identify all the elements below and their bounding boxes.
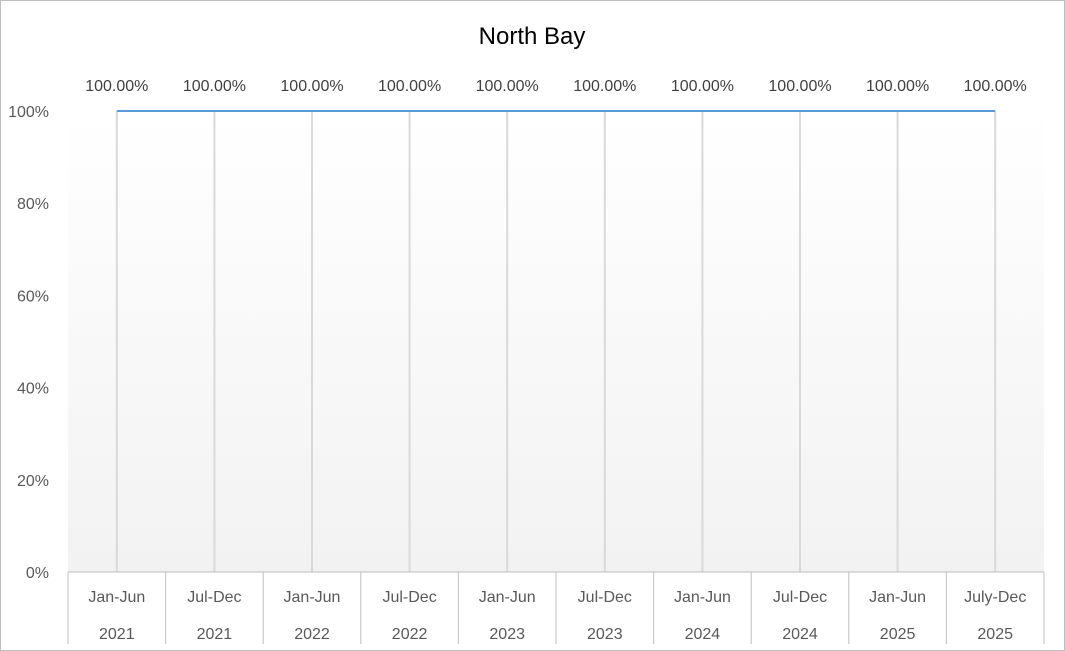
x-tick-year: 2022 [392, 626, 428, 643]
data-label: 100.00% [866, 78, 929, 95]
data-label: 100.00% [768, 78, 831, 95]
category-axis [67, 571, 1045, 644]
chart-title: North Bay [479, 23, 586, 50]
plot-area [68, 111, 1044, 572]
x-tick-year: 2021 [197, 626, 233, 643]
y-tick-label: 100% [8, 104, 49, 121]
x-tick-year: 2025 [880, 626, 916, 643]
drop-lines [115, 111, 997, 572]
x-tick-period: Jan-Jun [88, 589, 145, 606]
y-tick-label: 60% [17, 288, 49, 305]
data-labels: 100.00% 100.00% 100.00% 100.00% 100.00% 100.0… [85, 78, 1027, 95]
y-tick-label: 80% [17, 196, 49, 213]
x-tick-year: 2021 [99, 626, 135, 643]
x-tick-period: Jul-Dec [187, 589, 241, 606]
data-label: 100.00% [280, 78, 343, 95]
data-label: 100.00% [476, 78, 539, 95]
y-tick-label: 40% [17, 381, 49, 398]
data-label: 100.00% [378, 78, 441, 95]
x-tick-period: Jan-Jun [674, 589, 731, 606]
x-tick-year: 2022 [294, 626, 330, 643]
x-tick-period: Jul-Dec [773, 589, 827, 606]
y-tick-label: 20% [17, 473, 49, 490]
data-label: 100.00% [964, 78, 1027, 95]
x-tick-year: 2023 [489, 626, 525, 643]
y-tick-label: 0% [26, 565, 49, 582]
x-tick-year: 2024 [782, 626, 818, 643]
x-tick-period: Jan-Jun [869, 589, 926, 606]
x-tick-period: Jul-Dec [382, 589, 436, 606]
y-axis-ticks: 0% 20% 40% 60% 80% 100% [8, 104, 49, 582]
data-label: 100.00% [573, 78, 636, 95]
x-axis-labels: Jan-Jun 2021 Jul-Dec 2021 Jan-Jun 2022 Jul-Dec… [88, 589, 1026, 643]
x-tick-period: Jan-Jun [479, 589, 536, 606]
x-tick-period: Jan-Jun [284, 589, 341, 606]
data-label: 100.00% [183, 78, 246, 95]
data-label: 100.00% [671, 78, 734, 95]
x-tick-year: 2023 [587, 626, 623, 643]
x-tick-period: Jul-Dec [578, 589, 632, 606]
x-tick-period: July-Dec [964, 589, 1026, 606]
x-tick-year: 2025 [977, 626, 1013, 643]
x-tick-year: 2024 [685, 626, 721, 643]
data-label: 100.00% [85, 78, 148, 95]
